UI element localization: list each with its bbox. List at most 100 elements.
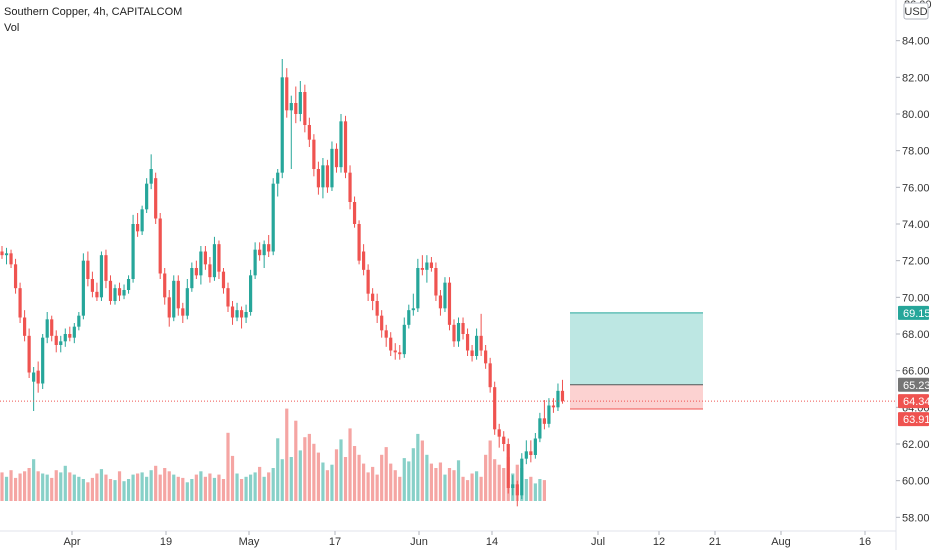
- volume-bar: [334, 449, 339, 501]
- candle-body: [18, 288, 22, 318]
- candle-body: [416, 268, 420, 309]
- volume-bar: [18, 473, 22, 501]
- volume-bar: [72, 474, 76, 501]
- volume-bar: [221, 479, 226, 501]
- volume-bar: [108, 479, 113, 501]
- time-tick-label: 16: [859, 536, 871, 548]
- volume-bar: [9, 470, 13, 501]
- candle: [493, 381, 497, 435]
- candle-body: [95, 291, 99, 298]
- price-tags: 69.15 65.23 64.34 63.91: [898, 305, 931, 427]
- volume-bar: [294, 420, 298, 501]
- candle-body: [226, 288, 230, 307]
- candle-body: [145, 183, 149, 210]
- entry-price-tag-text: 65.23: [903, 380, 931, 392]
- candle: [339, 114, 343, 173]
- candle-body: [452, 324, 456, 342]
- volume-bar: [244, 476, 248, 501]
- volume-bar: [131, 474, 135, 501]
- volume-bar: [443, 474, 447, 501]
- candle-body: [429, 262, 433, 268]
- candle: [362, 244, 366, 276]
- loss-zone[interactable]: [570, 384, 703, 409]
- candle-body: [375, 301, 379, 316]
- candle-body: [493, 387, 497, 430]
- time-tick-label: Jun: [410, 536, 428, 548]
- candle-body: [289, 103, 293, 111]
- candle-body: [45, 319, 49, 338]
- candle-body: [23, 317, 27, 336]
- volume-bar: [32, 459, 36, 501]
- candle: [334, 143, 339, 173]
- candle: [108, 275, 113, 305]
- candle-body: [334, 148, 339, 168]
- current-price-tag-box: [898, 394, 929, 409]
- stop-price-tag-text: 63.91: [903, 414, 931, 426]
- volume-bar: [226, 432, 230, 501]
- profit-zone[interactable]: [570, 312, 703, 385]
- volume-bar: [384, 447, 388, 501]
- volume-bar: [208, 473, 212, 501]
- candle: [136, 213, 140, 237]
- volume-bar: [0, 472, 4, 501]
- candle-body: [438, 295, 443, 309]
- candle: [524, 440, 528, 465]
- candle-body: [307, 125, 311, 140]
- candle: [267, 235, 271, 257]
- candle: [502, 431, 506, 452]
- currency-badge[interactable]: USD: [903, 2, 929, 20]
- candle: [303, 84, 307, 133]
- candle: [199, 246, 203, 285]
- candle: [9, 249, 13, 268]
- candle-body: [158, 218, 162, 274]
- candle-body: [230, 306, 235, 318]
- candle: [479, 313, 483, 356]
- candle: [63, 328, 67, 347]
- volume-bar: [493, 459, 497, 501]
- candle-body: [140, 209, 144, 232]
- candle-body: [407, 310, 411, 325]
- candle: [131, 214, 135, 283]
- candle: [497, 423, 501, 448]
- currency-label: USD: [904, 6, 927, 18]
- target-price-tag-text: 69.15: [903, 308, 931, 320]
- volume-bar: [163, 468, 167, 501]
- candle-body: [68, 334, 72, 338]
- candle: [511, 475, 515, 496]
- candle-body: [312, 139, 316, 169]
- candle: [18, 282, 22, 323]
- candle: [438, 290, 443, 316]
- candle-body: [131, 224, 135, 279]
- candle: [276, 169, 280, 197]
- volume-bar: [13, 477, 18, 501]
- candle: [285, 68, 289, 118]
- candle: [357, 220, 361, 265]
- candle: [294, 86, 298, 124]
- volume-bar: [136, 473, 140, 501]
- volume-bar: [488, 440, 492, 501]
- candle: [122, 284, 126, 300]
- candle-body: [506, 444, 510, 488]
- volume-bar: [140, 472, 144, 501]
- volume-bar: [362, 463, 366, 501]
- volume-bar: [267, 472, 271, 501]
- time-axis[interactable]: Apr 19 May 17 Jun 14 Jul 12 21 Aug 16: [63, 531, 871, 548]
- volume-bar: [429, 463, 433, 501]
- volume-bar: [502, 468, 506, 501]
- candle: [163, 268, 167, 305]
- time-tick-label: 14: [486, 536, 498, 548]
- candle-body: [253, 249, 257, 276]
- candle: [244, 304, 248, 323]
- volume-bar: [420, 440, 424, 501]
- candle: [551, 398, 556, 413]
- candle: [95, 282, 99, 301]
- candle-body: [203, 251, 207, 265]
- candle: [23, 310, 27, 342]
- candle-body: [321, 165, 325, 188]
- candle-body: [86, 260, 90, 279]
- price-tick-label: 62.00: [902, 439, 930, 451]
- volume-bar: [212, 477, 217, 501]
- candle: [416, 258, 420, 312]
- candle: [393, 343, 397, 360]
